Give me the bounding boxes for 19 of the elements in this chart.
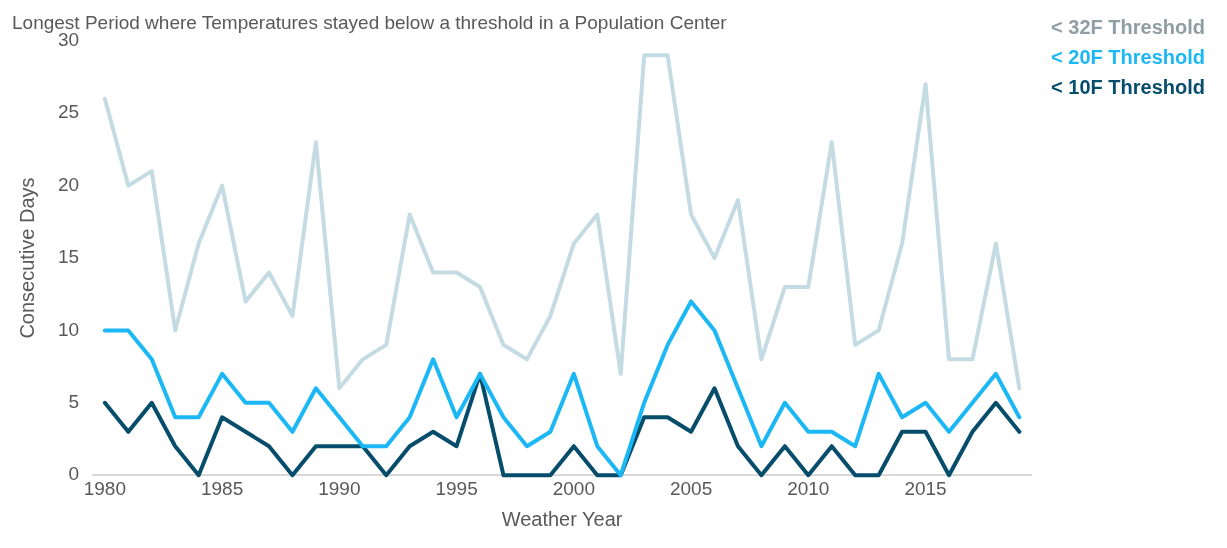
y-tick-label: 25 [57,101,80,123]
y-tick-label: 20 [57,173,80,195]
x-tick-label: 2015 [904,477,947,499]
y-tick-label: 0 [68,463,80,485]
x-axis-title: Weather Year [501,507,623,530]
x-tick-label: 2000 [552,477,595,499]
x-tick-label: 1990 [318,477,361,499]
x-tick-label: 1985 [200,477,244,499]
y-tick-label: 10 [57,318,80,340]
x-tick-label: 2005 [669,477,713,499]
y-tick-label: 5 [68,391,80,413]
y-tick-label: 15 [57,246,80,268]
x-tick-label: 1995 [435,477,478,499]
text: < 10F Threshold [1051,75,1206,98]
y-axis-title: Consecutive Days [15,177,38,339]
x-tick-label: 2010 [787,477,830,499]
x-tick-label: 1980 [83,477,126,499]
text: < 20F Threshold [1051,45,1206,68]
text: < 32F Threshold [1051,15,1206,38]
